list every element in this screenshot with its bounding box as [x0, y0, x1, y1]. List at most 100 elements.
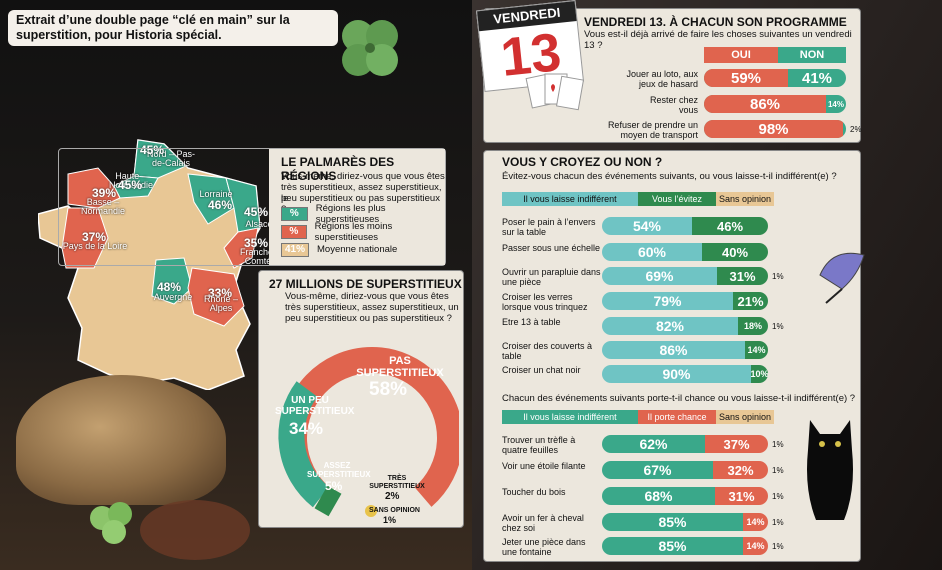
- caption-line-2: superstition, pour Historia spécial.: [16, 28, 222, 42]
- umbrella-icon: [819, 252, 865, 304]
- v13-subtitle: Vous est-il déjà arrivé de faire les cho…: [584, 29, 852, 51]
- bread-image: [16, 375, 226, 505]
- legend-swatch-least: %: [281, 224, 307, 239]
- v13-oui-value: 59%: [704, 69, 788, 87]
- value-b: 21%: [733, 292, 768, 310]
- caption-line-1: Extrait d’une double page “clé en main” …: [16, 13, 290, 27]
- value-a: 69%: [602, 267, 717, 285]
- caption-box: Extrait d’une double page “clé en main” …: [8, 10, 338, 46]
- millions-title: 27 MILLIONS DE SUPERSTITIEUX: [269, 277, 462, 291]
- regions-title: LE PALMARÈS DES RÉGIONS: [281, 155, 395, 183]
- region-name-rhone-alpes: Rhône – Alpes: [203, 294, 239, 313]
- legend-swatch-most: %: [281, 206, 308, 221]
- value-c: 1%: [772, 492, 784, 501]
- region-pct-rhone-alpes: 33%: [208, 286, 233, 300]
- non-header: NON: [778, 47, 846, 63]
- item-bar: 54% 46%: [602, 217, 768, 235]
- croyez-subtitle: Évitez-vous chacun des événements suivan…: [502, 171, 837, 182]
- horseshoe-image: [140, 500, 250, 560]
- horseshoe-chart: [278, 346, 459, 517]
- item-label-2: lorsque vous trinquez: [502, 302, 588, 312]
- item-bar: 68% 31%: [602, 487, 768, 505]
- legend-swatch-average: 41%: [281, 242, 309, 257]
- millions-panel: 27 MILLIONS DE SUPERSTITIEUX Vous-même, …: [258, 270, 464, 528]
- v13-oui-value: 98%: [704, 120, 843, 138]
- item-bar: 69% 31%: [602, 267, 768, 285]
- item-label-1: Trouver un trèfle à: [502, 435, 576, 445]
- item-label-1: Avoir un fer à cheval: [502, 513, 584, 523]
- v13-row-label-1: Jouer au loto, aux: [626, 69, 698, 79]
- v13-row-label-2: vous: [678, 105, 698, 115]
- region-pct-nord: 45%: [140, 143, 165, 157]
- region-pct-auvergne: 48%: [157, 280, 182, 294]
- item-label-2: une pièce: [502, 277, 542, 287]
- legend-row-least: % Régions les moins superstitieuses: [281, 221, 445, 243]
- legend-row-average: 41% Moyenne nationale: [281, 242, 397, 257]
- item-label: Jeter une pièce dans une fontaine: [502, 537, 612, 557]
- assez-pct: 5%: [325, 479, 343, 493]
- item-label-2: une fontaine: [502, 547, 552, 557]
- value-b: 14%: [743, 513, 768, 531]
- value-c: 1%: [772, 272, 784, 281]
- value-b: 14%: [745, 341, 768, 359]
- item-label-1: Croiser un chat noir: [502, 365, 581, 375]
- value-a: 86%: [602, 341, 745, 359]
- legend-row-most: % Régions les plus superstitieuses: [281, 203, 445, 225]
- value-a: 85%: [602, 537, 743, 555]
- v13-row-label-2: moyen de transport: [620, 130, 698, 140]
- item-label: Croiser des couverts à table: [502, 341, 612, 361]
- region-name-basse-normandie: Basse – Normandie: [80, 197, 126, 216]
- regions-panel: LE PALMARÈS DES RÉGIONS Vous-même, dirie…: [58, 148, 446, 266]
- value-b: 31%: [717, 267, 768, 285]
- sans-label: SANS OPINION: [369, 507, 420, 514]
- region-name-lorraine: Lorraine: [199, 189, 233, 199]
- value-a: 68%: [602, 487, 715, 505]
- value-a: 60%: [602, 243, 702, 261]
- value-c: 1%: [772, 440, 784, 449]
- header2-chance: Il porte chance: [638, 410, 716, 424]
- v13-row-label-1: Refuser de prendre un: [607, 120, 698, 130]
- value-a: 85%: [602, 513, 743, 531]
- item-bar: 62% 37%: [602, 435, 768, 453]
- v13-row-label-1: Rester chez: [649, 95, 698, 105]
- value-b: 14%: [743, 537, 768, 555]
- v13-row-bar: 59% 41%: [704, 69, 846, 87]
- item-label-1: Toucher du bois: [502, 487, 566, 497]
- item-label-1: Etre 13 à table: [502, 317, 561, 327]
- item-label-1: Croiser les verres: [502, 292, 573, 302]
- value-b: 40%: [702, 243, 768, 261]
- header2-indifferent: Il vous laisse indifférent: [502, 410, 638, 424]
- peu-label: UN PEU SUPERSTITIEUX: [275, 395, 355, 417]
- v13-row-label: Rester chez vous: [580, 95, 698, 115]
- header-evitez: Vous l’évitez: [638, 192, 716, 206]
- v13-row-label-2: jeux de hasard: [638, 79, 698, 89]
- item-label-1: Voir une étoile filante: [502, 461, 586, 471]
- sans-pct: 1%: [383, 515, 397, 525]
- region-name-auvergne: Auvergne: [153, 292, 193, 302]
- region-pct-haute-normandie: 45%: [118, 178, 143, 192]
- value-a: 67%: [602, 461, 713, 479]
- region-pct-basse-normandie: 39%: [92, 186, 117, 200]
- croyez-header-2: Il vous laisse indifférent Il porte chan…: [502, 410, 774, 424]
- region-pct-alsace: 45%: [244, 205, 269, 219]
- item-label: Ouvrir un parapluie dans une pièce: [502, 267, 612, 287]
- item-label: Poser le pain à l’envers sur la table: [502, 217, 612, 237]
- item-label-1: Ouvrir un parapluie dans: [502, 267, 601, 277]
- tres-label: TRÈS SUPERSTITIEUX: [369, 475, 425, 490]
- croyez-header-1: Il vous laisse indifférent Vous l’évitez…: [502, 192, 774, 206]
- item-label: Croiser les verres lorsque vous trinquez: [502, 292, 612, 312]
- region-name-alsace: Alsace: [245, 219, 273, 229]
- regions-subtitle-1: Vous-même, diriez-vous que vous êtes: [281, 171, 445, 182]
- millions-subtitle-2: très superstitieux, assez superstitieux,…: [285, 302, 459, 313]
- pas-pct: 58%: [369, 379, 408, 400]
- value-a: 62%: [602, 435, 705, 453]
- v13-row-label: Jouer au loto, aux jeux de hasard: [580, 69, 698, 89]
- pas-label: PAS SUPERSTITIEUX: [356, 355, 444, 379]
- millions-subtitle-1: Vous-même, diriez-vous que vous êtes: [285, 291, 449, 302]
- item-label-1: Poser le pain à l’envers: [502, 217, 596, 227]
- item-label: Etre 13 à table: [502, 317, 612, 327]
- millions-subtitle-3: peu superstitieux ou pas superstitieux ?: [285, 313, 452, 324]
- regions-subtitle-2: très superstitieux, assez superstitieux,…: [281, 182, 442, 204]
- playing-cards-icon: [525, 73, 585, 111]
- v13-row-bar: 98%: [704, 120, 846, 138]
